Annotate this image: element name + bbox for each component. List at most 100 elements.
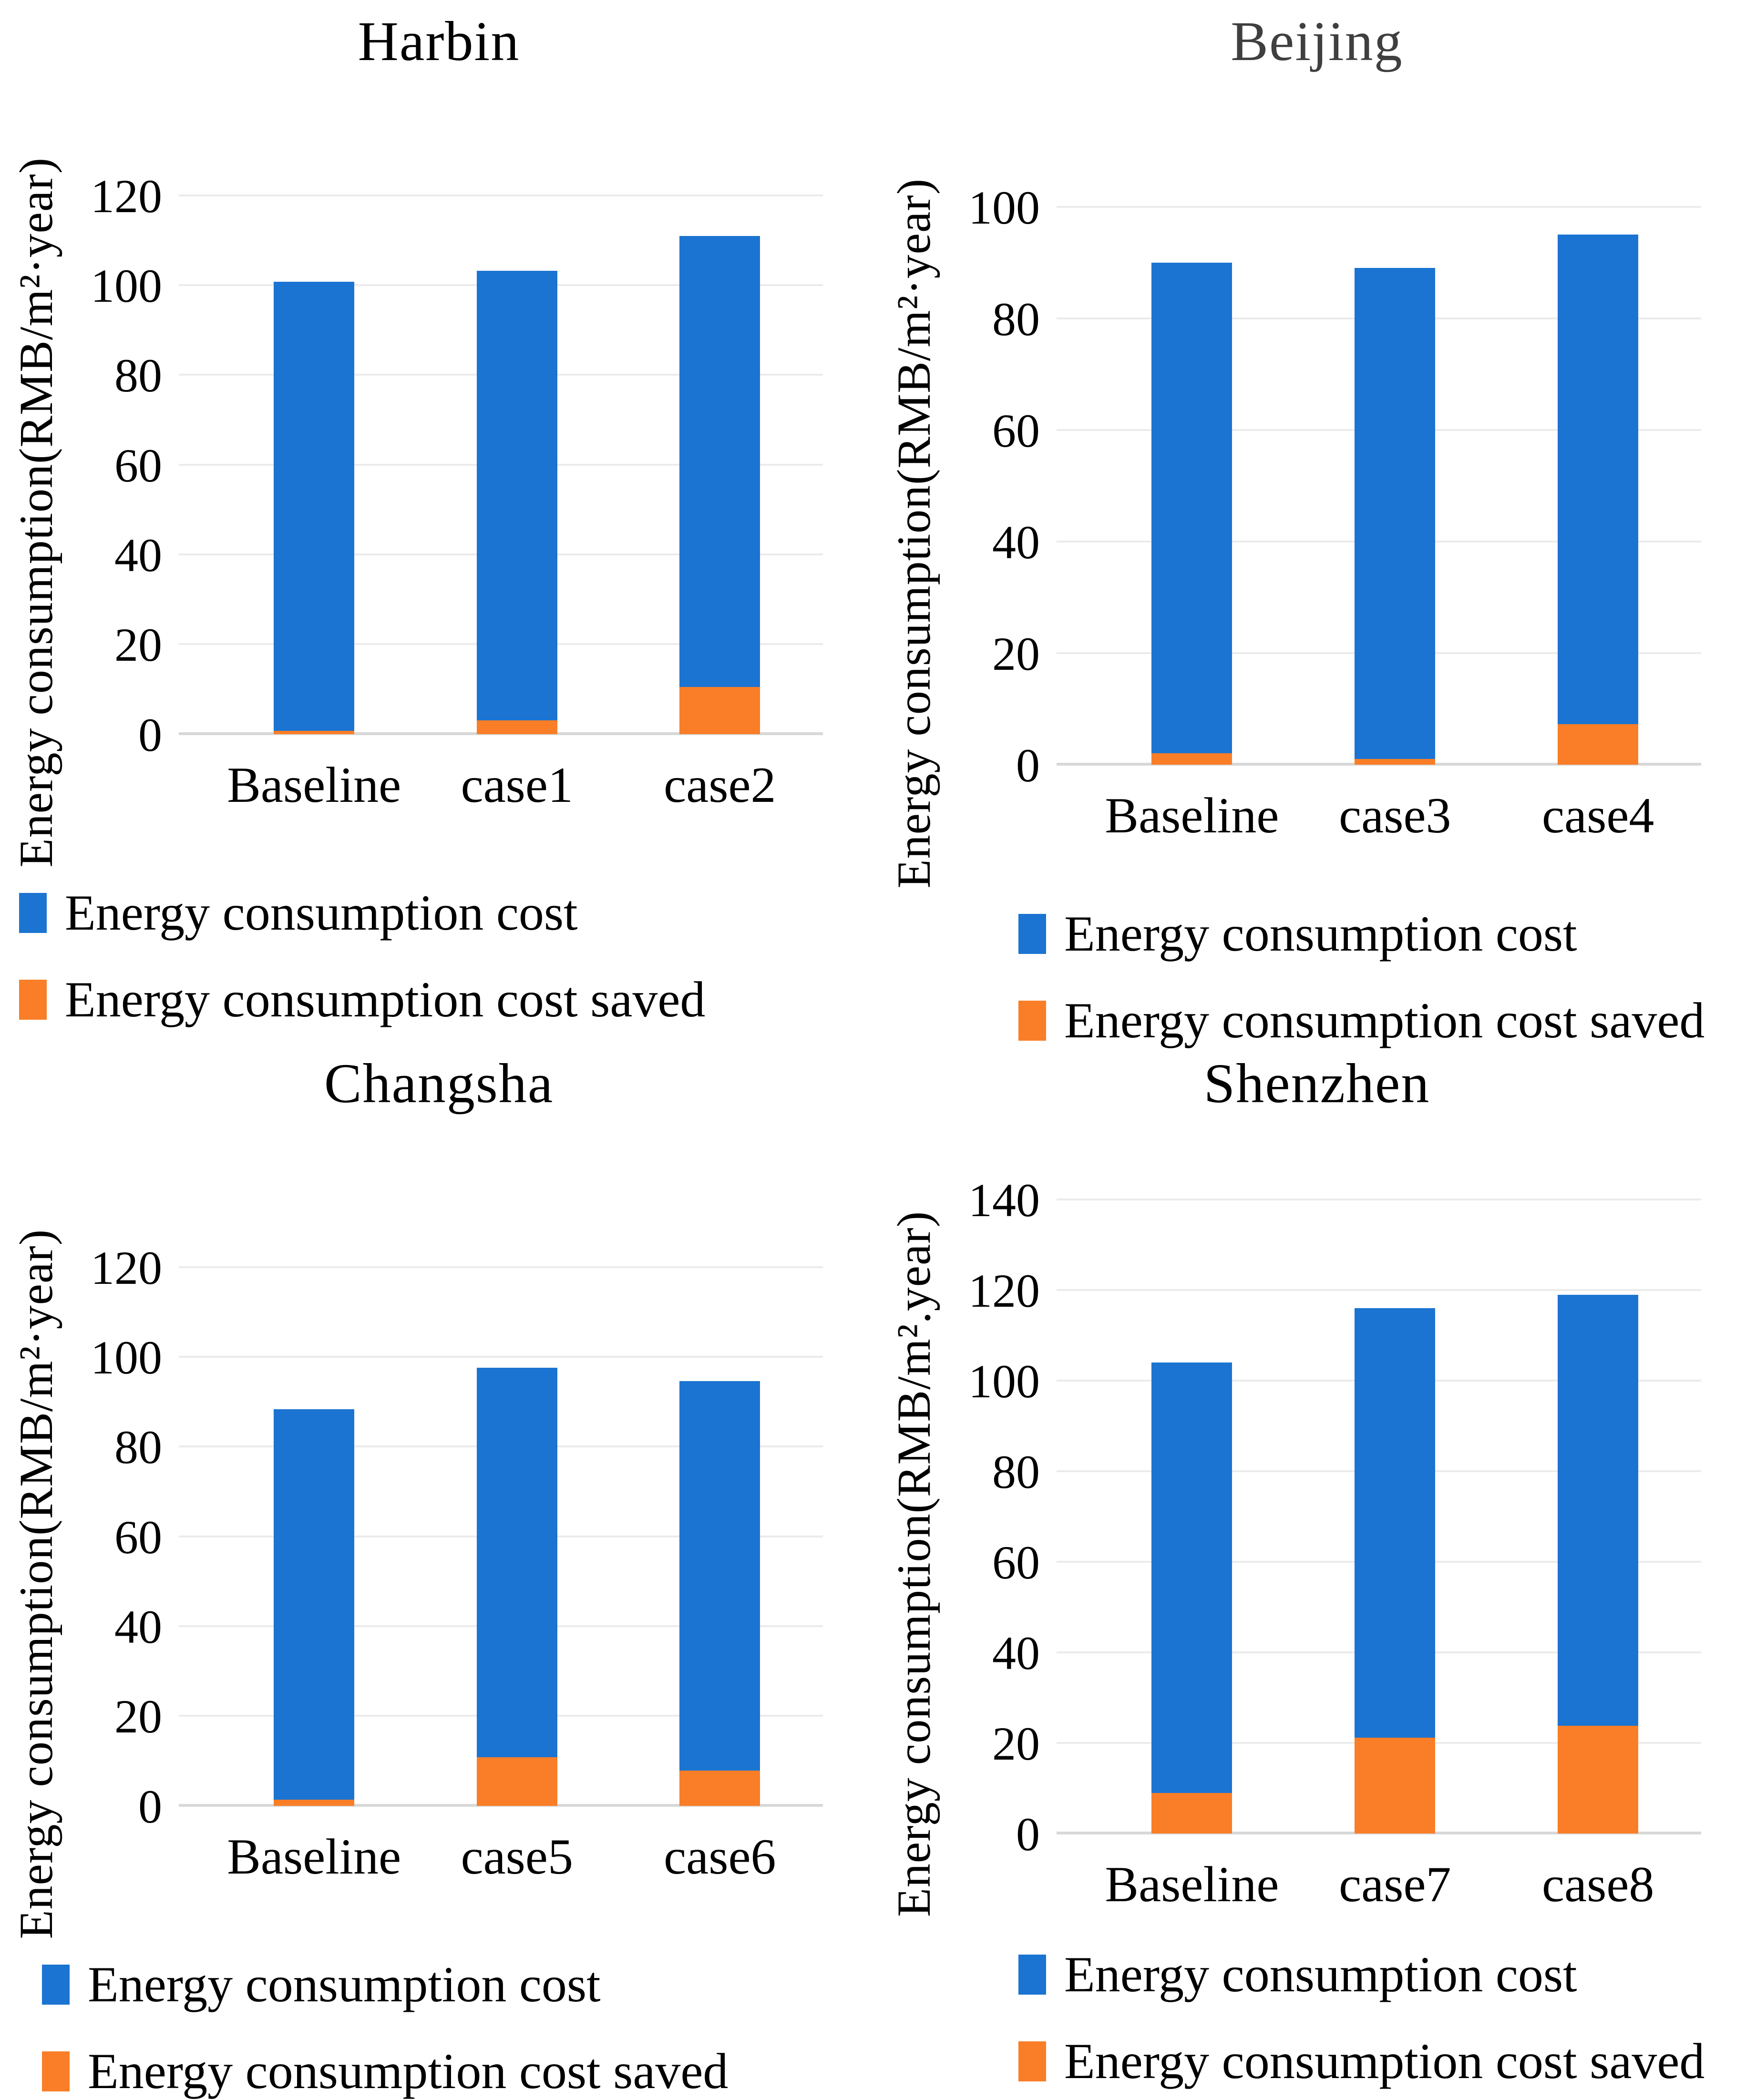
legend-swatch-cost — [1018, 914, 1046, 954]
plot-wrap: Baseline case3 case4 — [1057, 205, 1701, 860]
bar-baseline — [274, 1409, 355, 1806]
x-category-label: case6 — [664, 1828, 776, 1885]
chart-title: Harbin — [358, 10, 520, 72]
chart-body: Energy consumption(RMB/m²·year) 0 20 40 60 8… — [0, 157, 878, 867]
y-tick-label: 100 — [968, 181, 1040, 234]
legend-swatch-saved — [42, 2051, 70, 2092]
chart-shenzhen: Shenzhen Energy consumption(RMB/m².year)… — [878, 1030, 1756, 2090]
x-category-label: Baseline — [227, 757, 401, 813]
spacer — [878, 72, 1756, 178]
spacer — [0, 72, 878, 157]
legend-label-cost: Energy consumption cost — [88, 1957, 601, 2013]
bar-segment-saved — [1558, 1725, 1639, 1834]
legend-label-cost: Energy consumption cost — [1064, 1946, 1577, 2002]
y-tick-label: 0 — [1016, 1808, 1040, 1861]
y-tick-label: 140 — [968, 1174, 1040, 1227]
y-axis-ticks: 0 20 40 60 80 100 120 — [72, 172, 179, 758]
plot-wrap: Baseline case5 case6 — [179, 1266, 823, 1901]
y-tick-label: 20 — [114, 1690, 162, 1743]
chart-harbin: Harbin Energy consumption(RMB/m²·year) 0… — [0, 0, 878, 1030]
legend-item-saved: Energy consumption cost saved — [1018, 2033, 1756, 2090]
legend-swatch-cost — [19, 893, 47, 933]
bar-case4 — [1558, 235, 1639, 765]
bar-segment-saved — [274, 1800, 355, 1806]
y-tick-label: 100 — [91, 259, 162, 313]
y-tick-label: 100 — [91, 1331, 162, 1384]
y-tick-label: 0 — [1016, 738, 1040, 792]
bar-case7 — [1355, 1308, 1436, 1834]
y-tick-label: 40 — [992, 1627, 1040, 1680]
bar-case6 — [679, 1381, 760, 1806]
bar-segment-saved — [1151, 1793, 1232, 1834]
bar-segment-saved — [679, 686, 760, 734]
y-tick-label: 60 — [114, 1510, 162, 1564]
bar-segment-saved — [476, 1757, 557, 1806]
y-tick-label: 120 — [968, 1264, 1040, 1317]
gridline — [179, 194, 823, 196]
bar-segment-saved — [1355, 1737, 1436, 1834]
legend-swatch-saved — [1018, 1001, 1046, 1041]
plot-area — [179, 194, 823, 735]
x-category-label: case3 — [1339, 787, 1451, 843]
y-axis-label-column: Energy consumption(RMB/m²·year) — [878, 178, 949, 888]
y-axis-label-column: Energy consumption(RMB/m².year) — [878, 1199, 949, 1929]
x-category-label: case1 — [461, 757, 573, 813]
x-axis-categories: Baseline case5 case6 — [179, 1806, 823, 1901]
plot-wrap: Baseline case1 case2 — [179, 194, 823, 830]
x-category-label: case2 — [664, 757, 776, 813]
y-tick-label: 60 — [992, 404, 1040, 457]
bar-baseline — [274, 281, 355, 734]
legend-swatch-saved — [19, 980, 47, 1020]
bar-segment-saved — [1151, 753, 1232, 765]
y-tick-label: 60 — [992, 1536, 1040, 1589]
legend-label-cost: Energy consumption cost — [1064, 906, 1577, 962]
y-tick-label: 20 — [992, 627, 1040, 680]
plot-area — [1057, 1199, 1701, 1834]
gridline — [1057, 1199, 1701, 1200]
bar-case5 — [476, 1367, 557, 1806]
plot-area — [179, 1266, 823, 1807]
x-axis-categories: Baseline case1 case2 — [179, 734, 823, 830]
x-category-label: Baseline — [227, 1828, 401, 1885]
legend-item-cost: Energy consumption cost — [42, 1956, 878, 2013]
x-axis-categories: Baseline case7 case8 — [1057, 1834, 1701, 1929]
gridline — [1057, 1289, 1701, 1291]
y-axis-label: Energy consumption(RMB/m²·year) — [9, 157, 62, 868]
chart-body: Energy consumption(RMB/m²·year) 0 20 40 60 8… — [878, 178, 1756, 888]
x-category-label: Baseline — [1105, 1856, 1279, 1912]
y-axis-ticks: 0 20 40 60 80 100 120 140 — [949, 1177, 1057, 1858]
bar-baseline — [1151, 262, 1232, 765]
x-category-label: case8 — [1541, 1856, 1654, 1912]
legend-swatch-cost — [42, 1965, 70, 2005]
legend: Energy consumption cost Energy consumpti… — [1018, 1946, 1756, 2090]
x-category-label: case7 — [1339, 1856, 1451, 1912]
y-tick-label: 80 — [992, 1445, 1040, 1498]
y-axis-label-column: Energy consumption(RMB/m²·year) — [0, 157, 72, 867]
y-tick-label: 80 — [114, 349, 162, 402]
bar-case8 — [1558, 1294, 1639, 1834]
chart-title: Changsha — [324, 1052, 554, 1115]
y-tick-label: 100 — [968, 1355, 1040, 1408]
y-tick-label: 40 — [114, 529, 162, 582]
x-category-label: case5 — [461, 1828, 573, 1885]
gridline — [179, 1356, 823, 1358]
legend-item-saved: Energy consumption cost saved — [1018, 992, 1756, 1049]
bar-segment-saved — [679, 1771, 760, 1806]
y-tick-label: 60 — [114, 439, 162, 492]
legend-label-cost: Energy consumption cost — [65, 885, 578, 941]
y-tick-label: 0 — [138, 708, 162, 761]
y-axis-ticks: 0 20 40 60 80 100 120 — [72, 1244, 179, 1830]
chart-beijing: Beijing Energy consumption(RMB/m²·year) … — [878, 0, 1756, 1049]
legend-item-cost: Energy consumption cost — [19, 884, 878, 942]
y-tick-label: 120 — [91, 1241, 162, 1294]
y-tick-label: 40 — [114, 1600, 162, 1654]
bar-case3 — [1355, 268, 1436, 765]
bar-segment-saved — [274, 731, 355, 734]
y-tick-label: 20 — [992, 1717, 1040, 1770]
legend-label-saved: Energy consumption cost saved — [1064, 993, 1705, 1049]
bar-segment-saved — [1355, 759, 1436, 765]
legend-label-saved: Energy consumption cost saved — [65, 972, 706, 1028]
y-axis-label-column: Energy consumption(RMB/m²·year) — [0, 1229, 72, 1939]
chart-body: Energy consumption(RMB/m².year) 0 20 40 60 8… — [878, 1177, 1756, 1929]
